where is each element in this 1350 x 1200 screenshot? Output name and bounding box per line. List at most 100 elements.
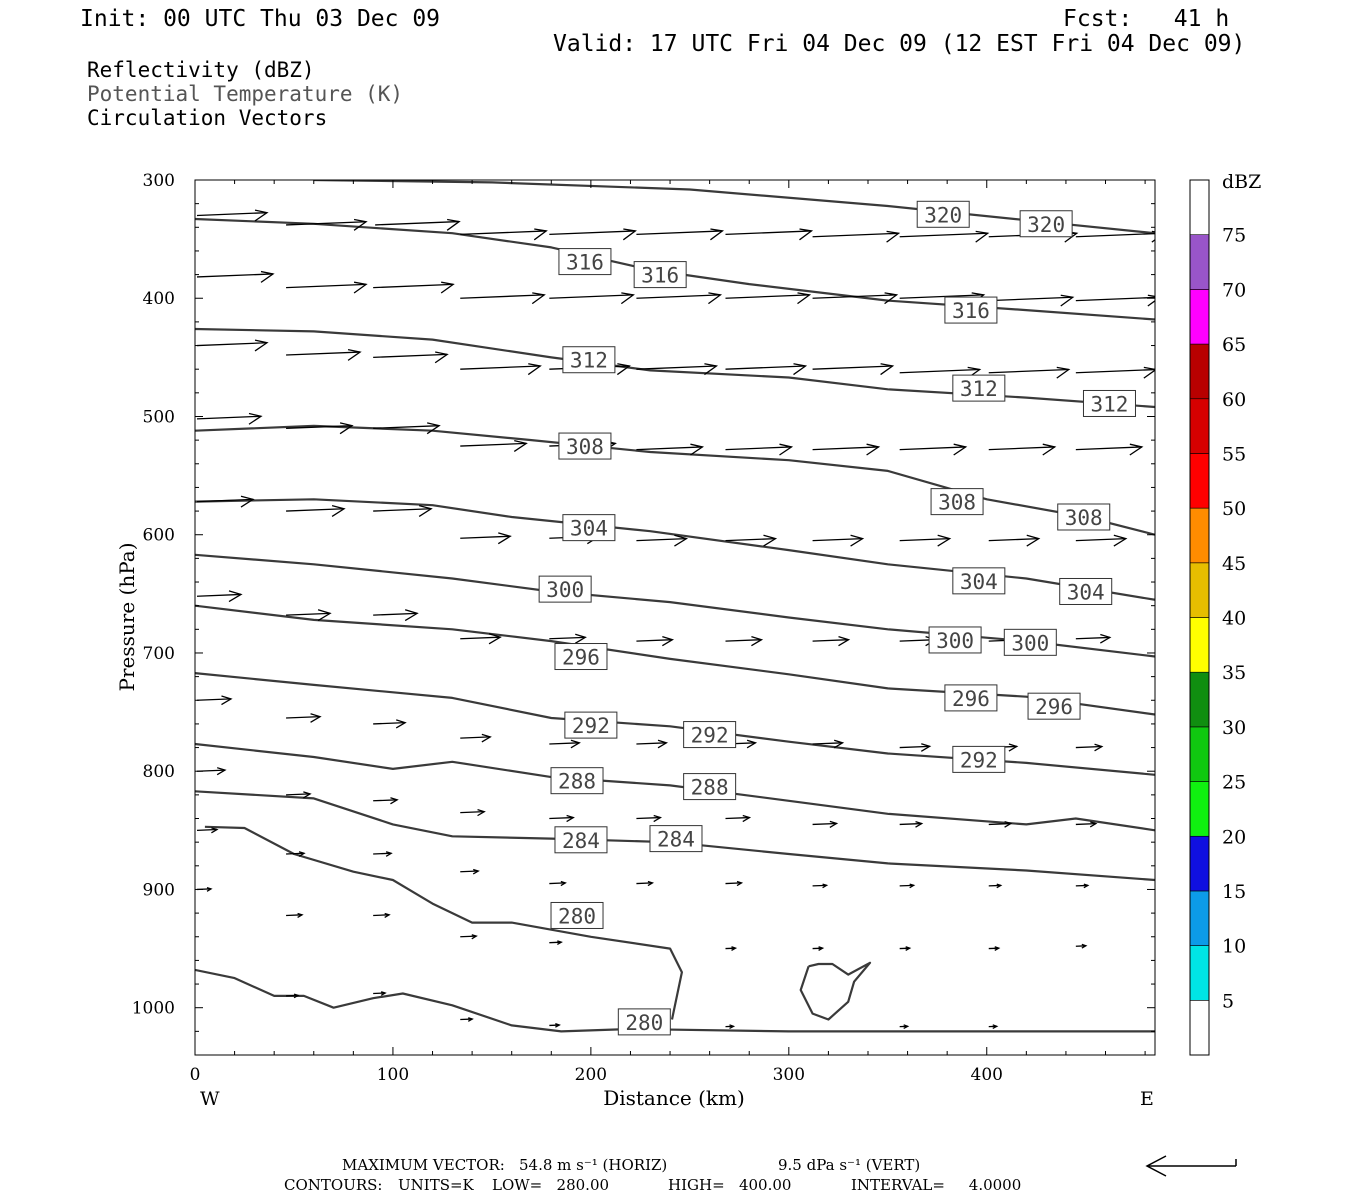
colorbar-level-label: 20 bbox=[1222, 826, 1246, 848]
circulation-vector bbox=[812, 635, 851, 647]
contour-label-304: 304 bbox=[1059, 577, 1113, 605]
circulation-vector bbox=[286, 609, 332, 622]
field-reflectivity-label: Reflectivity (dBZ) bbox=[87, 58, 315, 82]
colorbar-bin bbox=[1189, 562, 1210, 618]
svg-text:284: 284 bbox=[657, 828, 695, 852]
field-vectors-label: Circulation Vectors bbox=[87, 106, 328, 130]
y-tick-label: 700 bbox=[143, 644, 175, 664]
colorbar-bin bbox=[1189, 179, 1210, 235]
contour-label-280: 280 bbox=[617, 1008, 671, 1036]
x-tick-label: 200 bbox=[575, 1065, 607, 1085]
circulation-vector bbox=[373, 719, 407, 729]
y-tick-label: 900 bbox=[143, 880, 175, 900]
contour-label-284: 284 bbox=[554, 826, 608, 854]
contour-label-292: 292 bbox=[564, 711, 618, 739]
forecast-hour: Fcst: 41 h bbox=[1063, 6, 1230, 32]
circulation-vector bbox=[1075, 230, 1155, 243]
contour-label-292: 292 bbox=[683, 721, 737, 749]
svg-text:292: 292 bbox=[960, 748, 998, 772]
contour-label-288: 288 bbox=[550, 767, 604, 795]
colorbar-bin bbox=[1189, 617, 1210, 673]
circulation-vector bbox=[812, 883, 829, 889]
plot-frame bbox=[194, 179, 1156, 1056]
svg-text:284: 284 bbox=[562, 829, 600, 853]
x-right-label: E bbox=[1140, 1088, 1154, 1110]
contour-label-312: 312 bbox=[562, 346, 616, 374]
circulation-vector bbox=[899, 1024, 910, 1029]
circulation-vector bbox=[286, 851, 306, 857]
theta-contour-308 bbox=[195, 424, 1155, 536]
colorbar-bin bbox=[1189, 234, 1210, 290]
circulation-vector bbox=[549, 880, 567, 887]
circulation-vector bbox=[373, 281, 455, 294]
circulation-vector bbox=[460, 532, 512, 545]
contour-label-296: 296 bbox=[554, 643, 608, 671]
circulation-vector bbox=[899, 230, 990, 243]
colorbar-bin bbox=[1189, 343, 1210, 400]
circulation-vector bbox=[375, 218, 461, 231]
circulation-vector bbox=[373, 991, 387, 996]
circulation-vector bbox=[725, 363, 808, 376]
colorbar-level-label: 75 bbox=[1222, 225, 1246, 247]
circulation-vector bbox=[286, 912, 304, 919]
circulation-vector bbox=[812, 739, 845, 749]
contour-units: UNITS=K bbox=[398, 1176, 474, 1194]
circulation-vector bbox=[196, 209, 269, 222]
theta-contour-280 bbox=[204, 825, 684, 1020]
circulation-vector bbox=[373, 912, 391, 919]
theta-contour-284 bbox=[195, 790, 1155, 882]
svg-text:296: 296 bbox=[952, 687, 990, 711]
svg-text:316: 316 bbox=[952, 299, 990, 323]
circulation-vector bbox=[725, 1024, 736, 1029]
circulation-vector bbox=[899, 883, 916, 889]
colorbar-level-label: 35 bbox=[1222, 662, 1246, 684]
theta-contour-closed bbox=[799, 961, 872, 1021]
contour-label-296: 296 bbox=[944, 684, 998, 712]
circulation-vector bbox=[725, 292, 812, 305]
contour-label-300: 300 bbox=[538, 575, 592, 603]
circulation-vector bbox=[812, 534, 865, 547]
y-tick-label: 500 bbox=[143, 407, 175, 427]
circulation-vector bbox=[988, 366, 1071, 379]
circulation-vector bbox=[549, 1023, 561, 1028]
circulation-vector bbox=[460, 808, 486, 817]
svg-text:280: 280 bbox=[625, 1011, 663, 1035]
init-time: Init: 00 UTC Thu 03 Dec 09 bbox=[80, 6, 441, 32]
circulation-vector bbox=[812, 292, 899, 305]
circulation-vector bbox=[899, 946, 912, 951]
valid-time: Valid: 17 UTC Fri 04 Dec 09 (12 EST Fri … bbox=[553, 31, 1246, 57]
circulation-vector bbox=[1075, 943, 1088, 949]
svg-text:312: 312 bbox=[960, 377, 998, 401]
contour-label-300: 300 bbox=[1003, 628, 1057, 656]
circulation-vector bbox=[899, 443, 968, 456]
contour-label-316: 316 bbox=[558, 248, 612, 276]
svg-text:312: 312 bbox=[1091, 392, 1129, 416]
colorbar-level-label: 45 bbox=[1222, 553, 1246, 575]
circulation-vector bbox=[988, 821, 1013, 828]
max-vector-label: MAXIMUM VECTOR: bbox=[342, 1156, 505, 1174]
circulation-vector bbox=[460, 292, 546, 305]
circulation-vector bbox=[286, 505, 346, 518]
y-tick-label: 400 bbox=[143, 289, 175, 309]
y-tick-label: 800 bbox=[143, 762, 175, 782]
circulation-vector bbox=[1075, 443, 1144, 456]
colorbar-bin bbox=[1189, 890, 1210, 946]
contour-label-300: 300 bbox=[928, 626, 982, 654]
circulation-vector bbox=[373, 422, 441, 435]
colorbar-bin bbox=[1189, 289, 1210, 345]
colorbar-level-label: 70 bbox=[1222, 279, 1246, 301]
circulation-vector bbox=[636, 534, 689, 547]
circulation-vector bbox=[725, 534, 778, 547]
colorbar-bin bbox=[1189, 453, 1210, 509]
circulation-vector bbox=[460, 1017, 474, 1022]
circulation-vector bbox=[1075, 534, 1128, 547]
svg-text:316: 316 bbox=[641, 264, 679, 288]
x-tick-label: 400 bbox=[971, 1065, 1003, 1085]
circulation-vector bbox=[373, 797, 399, 805]
svg-text:296: 296 bbox=[562, 646, 600, 670]
contour-label-284: 284 bbox=[649, 825, 703, 853]
colorbar-level-label: 50 bbox=[1222, 498, 1246, 520]
circulation-vector bbox=[899, 743, 932, 752]
circulation-vector bbox=[1075, 633, 1112, 644]
circulation-vector bbox=[812, 363, 895, 376]
